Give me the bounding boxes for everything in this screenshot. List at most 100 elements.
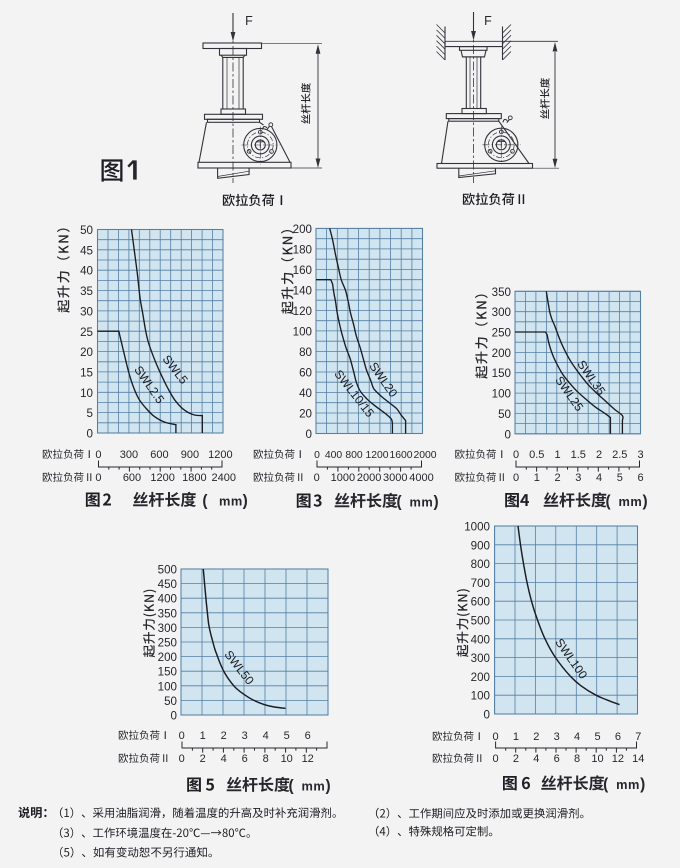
svg-text:600: 600 [471,596,490,609]
svg-text:1200: 1200 [208,449,232,461]
svg-text:7: 7 [635,731,641,743]
svg-text:0: 0 [171,710,177,723]
svg-text:6: 6 [554,753,560,765]
svg-text:(: ( [603,776,609,793]
svg-text:): ) [640,776,645,793]
svg-text:1: 1 [513,731,519,743]
svg-text:2400: 2400 [212,472,236,484]
svg-text:30: 30 [80,305,93,318]
svg-text:1.5: 1.5 [571,449,586,461]
svg-text:1000: 1000 [331,472,355,484]
svg-text:8: 8 [574,753,580,765]
svg-text:1200: 1200 [150,472,174,484]
svg-text:80: 80 [299,346,312,359]
svg-text:): ) [434,494,439,511]
svg-text:5: 5 [284,730,290,742]
svg-text:450: 450 [158,578,177,591]
svg-text:6: 6 [305,730,311,742]
svg-text:0: 0 [492,731,498,743]
svg-text:200: 200 [158,651,177,664]
svg-text:600: 600 [123,472,141,484]
svg-text:6: 6 [242,753,248,765]
svg-text:200: 200 [471,671,490,684]
svg-text:1: 1 [534,472,540,484]
svg-text:mm: mm [616,777,640,792]
svg-text:0: 0 [484,709,490,722]
svg-text:(: ( [397,494,403,511]
svg-text:10: 10 [591,753,603,765]
svg-text:600: 600 [150,449,168,461]
svg-text:mm: mm [619,494,643,509]
svg-text:3: 3 [637,449,643,461]
svg-text:1800: 1800 [182,472,206,484]
svg-text:4: 4 [533,753,539,765]
svg-text:20: 20 [299,407,312,420]
svg-text:0: 0 [179,730,185,742]
svg-text:250: 250 [492,327,511,340]
svg-text:25: 25 [80,326,93,339]
svg-text:3: 3 [575,472,581,484]
svg-text:12: 12 [302,753,314,765]
svg-text:40: 40 [80,265,93,278]
svg-text:F: F [245,14,253,28]
svg-text:1600: 1600 [389,450,412,461]
svg-text:0.5: 0.5 [529,449,544,461]
svg-text:0: 0 [179,753,185,765]
svg-text:120: 120 [293,305,312,318]
svg-text:2.5: 2.5 [612,449,627,461]
svg-text:0: 0 [314,472,320,484]
svg-text:100: 100 [158,680,177,693]
svg-text:12: 12 [612,753,624,765]
svg-text:2: 2 [221,730,227,742]
svg-text:4: 4 [574,731,580,743]
svg-text:2: 2 [200,753,206,765]
svg-text:180: 180 [293,243,312,256]
svg-text:200: 200 [492,347,511,360]
svg-text:400: 400 [325,450,343,461]
svg-text:1200: 1200 [365,450,388,461]
svg-text:mm: mm [410,495,434,510]
svg-text:): ) [243,493,248,510]
svg-text:2000: 2000 [357,472,381,484]
svg-text:100: 100 [492,388,511,401]
svg-text:400: 400 [471,633,490,646]
svg-text:0: 0 [306,428,312,441]
svg-text:45: 45 [80,244,93,257]
svg-text:4: 4 [221,753,227,765]
svg-text:10: 10 [281,753,293,765]
svg-text:3: 3 [554,731,560,743]
svg-text:1: 1 [554,449,560,461]
svg-text:0: 0 [95,472,101,484]
svg-text:400: 400 [158,593,177,606]
svg-text:500: 500 [471,615,490,628]
svg-text:160: 160 [293,264,312,277]
svg-text:20: 20 [80,346,93,359]
svg-text:0: 0 [314,450,320,461]
svg-text:350: 350 [492,286,511,299]
svg-text:800: 800 [345,450,363,461]
svg-text:50: 50 [80,224,93,237]
svg-text:300: 300 [158,622,177,635]
svg-text:50: 50 [498,408,511,421]
svg-text:2000: 2000 [413,450,436,461]
svg-text:150: 150 [492,367,511,380]
svg-text:50: 50 [164,695,177,708]
svg-text:800: 800 [471,558,490,571]
svg-text:900: 900 [471,539,490,552]
svg-text:mm: mm [219,494,243,509]
svg-text:300: 300 [471,652,490,665]
svg-text:300: 300 [492,306,511,319]
svg-text:4: 4 [263,730,269,742]
svg-text:5: 5 [617,472,623,484]
svg-text:0: 0 [513,472,519,484]
svg-text:2: 2 [596,449,602,461]
svg-text:6: 6 [637,472,643,484]
svg-text:4: 4 [596,472,602,484]
svg-text:500: 500 [158,564,177,577]
svg-text:10: 10 [80,387,93,400]
svg-text:8: 8 [263,753,269,765]
svg-text:200: 200 [293,223,312,236]
svg-text:0: 0 [95,449,101,461]
svg-text:0: 0 [513,449,519,461]
svg-text:100: 100 [471,690,490,703]
